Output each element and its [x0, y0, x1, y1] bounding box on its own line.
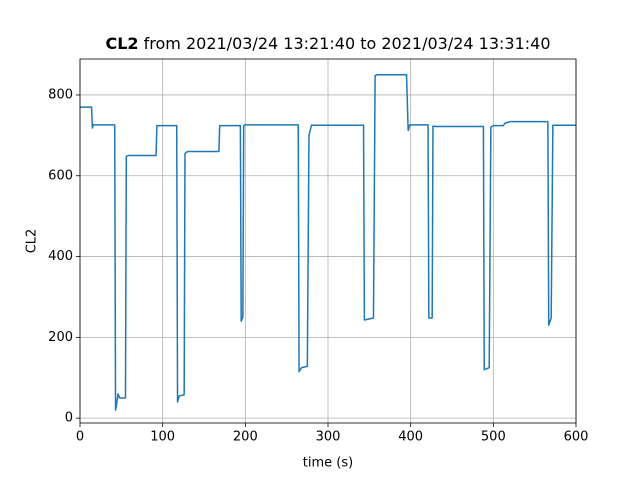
x-tick-label: 300 [316, 430, 341, 445]
x-tick-label: 200 [233, 430, 258, 445]
x-tick-label: 600 [564, 430, 589, 445]
y-tick-label: 200 [48, 330, 73, 345]
x-tick-label: 100 [150, 430, 175, 445]
y-tick-label: 0 [65, 411, 73, 426]
x-tick-label: 400 [398, 430, 423, 445]
y-tick-label: 800 [48, 87, 73, 102]
y-tick-label: 400 [48, 249, 73, 264]
title-rest: from 2021/03/24 13:21:40 to 2021/03/24 1… [144, 34, 551, 53]
chart-title: CL2 from 2021/03/24 13:21:40 to 2021/03/… [105, 34, 550, 53]
x-tick-label: 500 [481, 430, 506, 445]
plot-frame [79, 58, 577, 424]
title-bold: CL2 [105, 34, 138, 53]
line [80, 74, 576, 411]
x-tick-label: 0 [76, 430, 84, 445]
x-axis-label: time (s) [303, 456, 353, 471]
y-axis-label: CL2 [25, 229, 40, 254]
y-tick-label: 600 [48, 168, 73, 183]
